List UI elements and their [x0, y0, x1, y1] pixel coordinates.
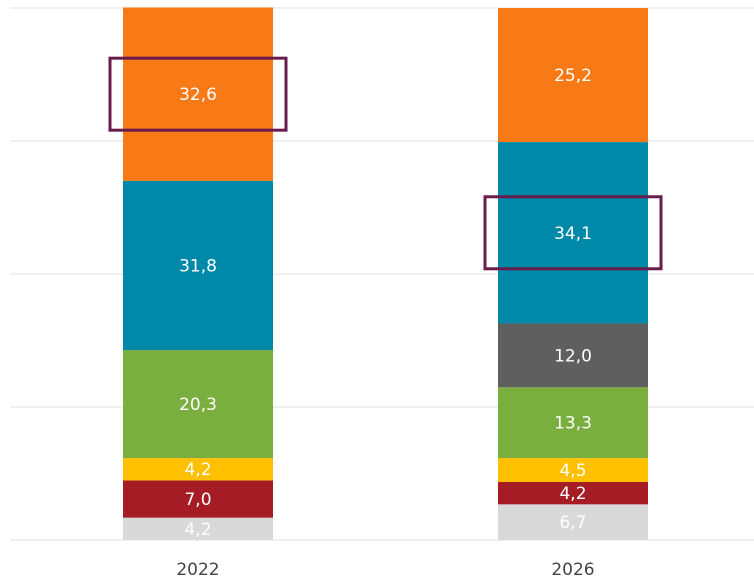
- bar-segment: [498, 142, 648, 324]
- bar-segment: [498, 458, 648, 483]
- value-label: 31,8: [179, 256, 217, 276]
- bar-segment: [123, 7, 273, 181]
- value-label: 34,1: [554, 224, 592, 244]
- bar-segment: [498, 387, 648, 459]
- bar-segment: [123, 480, 273, 518]
- value-label: 4,2: [559, 484, 586, 504]
- value-label: 4,2: [184, 460, 211, 480]
- highlight-box: [483, 195, 663, 271]
- bar-segment: [123, 458, 273, 481]
- bar-segment: [498, 504, 648, 540]
- value-label: 20,3: [179, 395, 217, 415]
- bar-segment: [123, 517, 273, 540]
- value-label: 4,5: [559, 461, 586, 481]
- highlight-box: [108, 56, 288, 132]
- bar-segment: [498, 8, 648, 143]
- bar-segment: [498, 482, 648, 505]
- value-label: 12,0: [554, 346, 592, 366]
- value-label: 13,3: [554, 414, 592, 434]
- x-tick-label: 2022: [176, 560, 219, 579]
- value-label: 7,0: [184, 490, 211, 510]
- bar-segment: [123, 350, 273, 459]
- value-label: 6,7: [559, 513, 586, 533]
- value-label: 4,2: [184, 520, 211, 540]
- bar-segment: [498, 323, 648, 388]
- bar-segment: [123, 180, 273, 351]
- value-label: 25,2: [554, 66, 592, 86]
- value-label: 32,6: [179, 85, 217, 105]
- x-tick-label: 2026: [551, 560, 594, 579]
